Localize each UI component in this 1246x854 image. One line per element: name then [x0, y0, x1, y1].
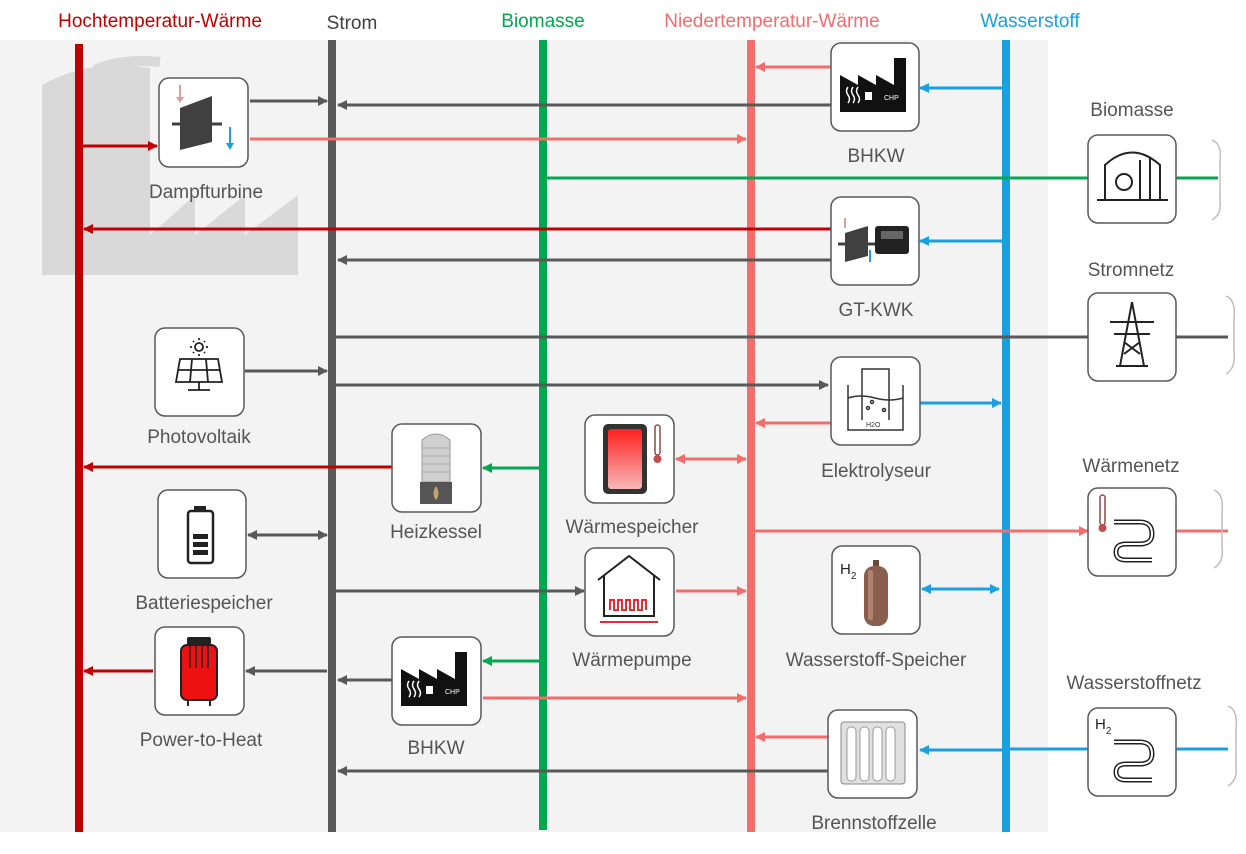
h2-speicher-h-text: H2	[840, 561, 857, 582]
bhkw-top-box: CHP	[830, 42, 920, 132]
waermespeicher-box	[584, 414, 675, 504]
power-pylon-icon	[1110, 301, 1154, 367]
label-photovoltaik: Photovoltaik	[147, 427, 251, 448]
grid-brace-stromnetz	[1225, 295, 1236, 375]
photovoltaik-box	[154, 327, 245, 417]
heizkessel-box	[391, 423, 482, 513]
electric-heater-tank-icon	[180, 637, 218, 706]
label-elektrolyseur: Elektrolyseur	[821, 461, 931, 482]
waermenetz-box	[1087, 487, 1177, 577]
elektrolyseur-box: H2O	[830, 356, 921, 446]
grid-brace-biomasse	[1211, 139, 1222, 221]
dampfturbine-box	[158, 77, 249, 168]
label-waermespeicher: Wärmespeicher	[565, 517, 699, 538]
electrolyser-icon: H2O	[847, 368, 904, 431]
bus-label-strom: Strom	[326, 13, 378, 34]
bus-label-hochtemperatur: Hochtemperatur-Wärme	[58, 11, 262, 32]
gas-turbine-generator-icon	[838, 218, 909, 262]
label-gt-kwk: GT-KWK	[838, 300, 914, 321]
factory-watermark-icon	[42, 56, 298, 275]
boiler-icon	[420, 433, 452, 504]
label-brennstoffzelle: Brennstoffzelle	[811, 813, 937, 834]
fuel-cell-stack-icon	[840, 721, 906, 785]
biogas-plant-icon	[1097, 151, 1168, 201]
bhkw-bottom-chp-text: CHP	[445, 689, 460, 696]
label-grid-wasserstoffnetz: Wasserstoffnetz	[1066, 673, 1202, 694]
hydrogen-tank-icon: H2	[840, 560, 888, 626]
steam-turbine-icon	[172, 85, 234, 150]
bus-label-niedertemperatur: Niedertemperatur-Wärme	[664, 11, 880, 32]
power-to-heat-box	[154, 626, 245, 716]
heat-pump-house-icon	[597, 554, 661, 623]
elektrolyseur-h2o-text: H2O	[866, 422, 881, 429]
label-grid-stromnetz: Stromnetz	[1087, 260, 1175, 281]
hydrogen-network-icon: H2	[1095, 716, 1155, 783]
solar-panel-icon	[174, 338, 224, 391]
label-grid-waermenetz: Wärmenetz	[1082, 456, 1180, 477]
batteriespeicher-box	[157, 489, 247, 579]
label-heizkessel: Heizkessel	[390, 522, 482, 543]
label-waermepumpe: Wärmepumpe	[572, 650, 692, 671]
gt-kwk-box	[830, 196, 920, 286]
bus-label-wasserstoff: Wasserstoff	[980, 11, 1080, 32]
label-wasserstoff-speicher: Wasserstoff-Speicher	[785, 650, 967, 671]
chp-plant-icon: CHP	[840, 58, 906, 112]
bhkw-bottom-box: CHP	[391, 636, 482, 726]
grid-brace-wasserstoffnetz	[1227, 705, 1238, 787]
waermepumpe-box	[584, 547, 675, 637]
wasserstoffnetz-box: H2	[1087, 707, 1177, 797]
stromnetz-box	[1087, 292, 1177, 382]
label-dampfturbine: Dampfturbine	[148, 182, 264, 203]
bhkw-top-chp-text: CHP	[884, 95, 899, 102]
label-power-to-heat: Power-to-Heat	[139, 730, 263, 751]
label-bhkw-bottom: BHKW	[407, 738, 465, 759]
chp-plant-icon: CHP	[401, 652, 467, 706]
brennstoffzelle-box	[827, 709, 918, 799]
label-batteriespeicher: Batteriespeicher	[135, 593, 273, 614]
biomasse-grid-box	[1087, 134, 1177, 224]
label-grid-biomasse: Biomasse	[1090, 100, 1174, 121]
wasserstoffnetz-h-text: H2	[1095, 716, 1112, 737]
label-bhkw-top: BHKW	[847, 146, 905, 167]
heat-network-icon	[1098, 494, 1155, 563]
bus-label-biomasse: Biomasse	[501, 11, 585, 32]
grid-brace-waermenetz	[1213, 489, 1224, 569]
battery-icon	[186, 506, 215, 565]
thermal-storage-icon	[603, 424, 662, 494]
wasserstoff-speicher-box: H2	[831, 545, 921, 635]
